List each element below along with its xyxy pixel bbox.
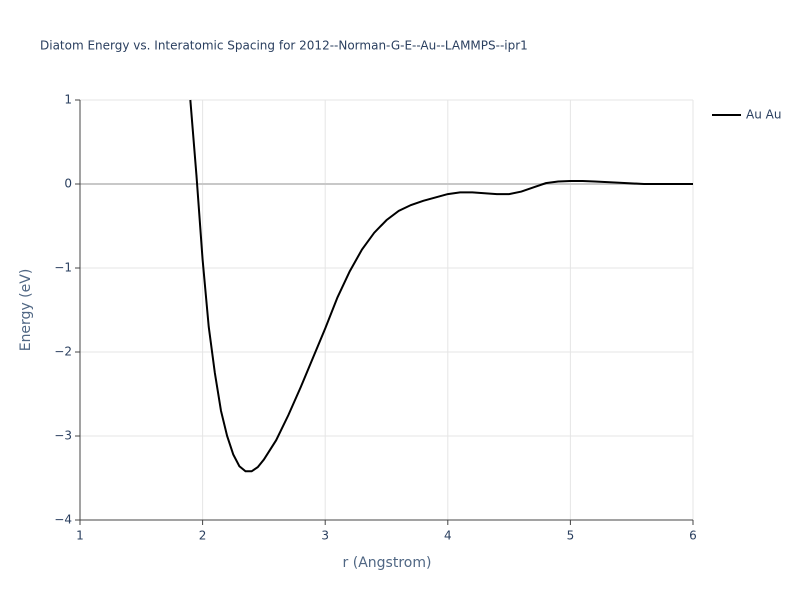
x-tick-label: 5 <box>567 529 575 543</box>
y-axis-title: Energy (eV) <box>18 269 34 352</box>
data-line <box>189 99 693 473</box>
y-tick-label: 1 <box>64 93 72 107</box>
y-tick-label: −2 <box>54 345 72 359</box>
y-tick-label: −4 <box>54 513 72 527</box>
y-tick-label: −3 <box>54 429 72 443</box>
x-tick-label: 4 <box>444 529 452 543</box>
x-tick-label: 1 <box>76 529 84 543</box>
chart-title: Diatom Energy vs. Interatomic Spacing fo… <box>40 39 528 53</box>
legend-label: Au Au <box>746 108 781 122</box>
x-tick-label: 2 <box>199 529 207 543</box>
x-axis-title: r (Angstrom) <box>343 555 432 571</box>
y-tick-label: −1 <box>54 261 72 275</box>
x-tick-label: 3 <box>321 529 329 543</box>
x-tick-label: 6 <box>689 529 697 543</box>
y-tick-label: 0 <box>64 177 72 191</box>
